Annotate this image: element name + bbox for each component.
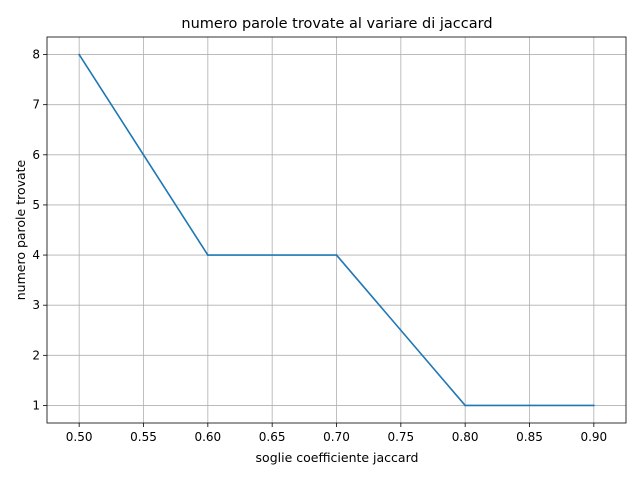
x-tick-label: 0.85 [516,430,543,444]
grid [47,37,626,423]
data-point [206,254,209,256]
data-point [592,404,595,407]
data-point [464,404,467,407]
x-tick-label: 0.60 [194,430,221,444]
y-axis-ticks: 1 2 3 4 5 6 7 8 [32,48,47,412]
x-tick-label: 0.75 [387,430,414,444]
series-layer [78,53,595,407]
y-tick-label: 8 [32,48,40,62]
y-tick-label: 1 [32,398,40,412]
y-tick-label: 3 [32,298,40,312]
data-point [78,53,81,56]
y-tick-label: 7 [32,98,40,112]
y-tick-label: 4 [32,248,40,262]
chart-title: numero parole trovate al variare di jacc… [181,16,492,32]
x-axis-ticks: 0.50 0.55 0.60 0.65 0.70 0.75 0.80 0.85 0.90 [66,423,607,444]
x-tick-label: 0.70 [323,430,350,444]
x-tick-label: 0.50 [66,430,93,444]
x-tick-label: 0.65 [259,430,286,444]
y-tick-label: 2 [32,348,40,362]
x-tick-label: 0.90 [580,430,607,444]
data-point [335,254,338,256]
y-tick-label: 5 [32,198,40,212]
x-tick-label: 0.80 [452,430,479,444]
y-tick-label: 6 [32,148,40,162]
x-axis-label: soglie coefficiente jaccard [256,450,419,465]
x-tick-label: 0.55 [130,430,157,444]
y-axis-label: numero parole trovate [13,159,28,300]
